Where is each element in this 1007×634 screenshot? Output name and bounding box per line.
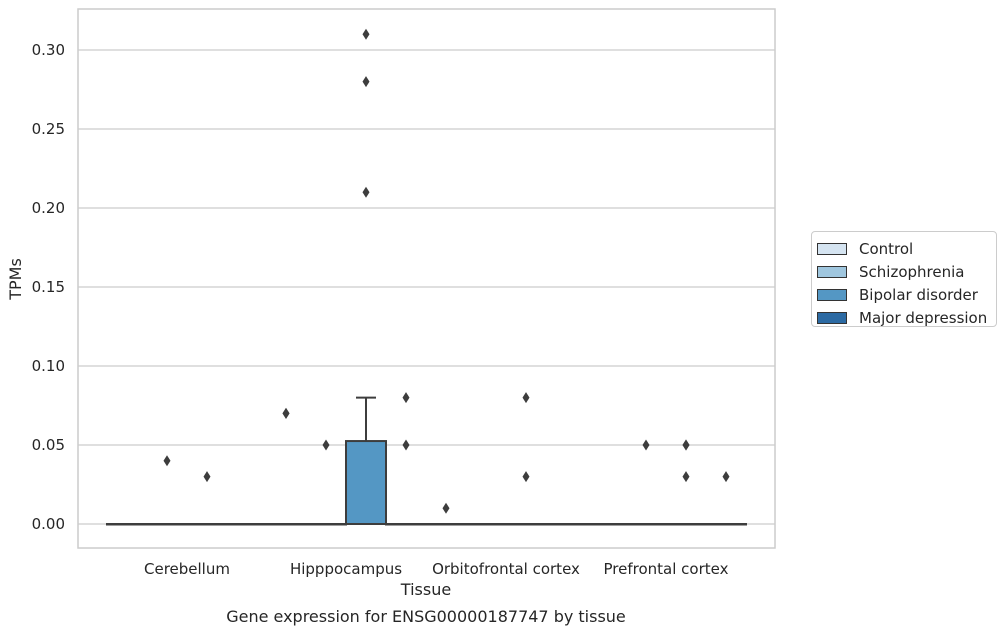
outlier-point: [522, 392, 530, 404]
outlier-points: [163, 28, 730, 514]
box: [186, 523, 228, 526]
y-tick-label: 0.00: [32, 515, 65, 533]
outlier-point: [322, 439, 330, 451]
legend-label: Bipolar disorder: [859, 285, 978, 304]
legend-swatch: [817, 242, 847, 255]
box: [465, 523, 507, 526]
outlier-point: [442, 502, 450, 514]
x-tick-label: Prefrontal cortex: [604, 560, 729, 578]
box: [505, 523, 547, 526]
box: [665, 523, 707, 526]
legend-item: Bipolar disorder: [817, 283, 996, 306]
box: [585, 523, 627, 526]
chart-caption: Gene expression for ENSG00000187747 by t…: [226, 607, 626, 626]
box: [345, 396, 387, 525]
box-body: [345, 440, 387, 525]
x-tick-label: Cerebellum: [144, 560, 230, 578]
legend-label: Major depression: [859, 308, 988, 327]
box: [625, 523, 667, 526]
x-tick-labels: Cerebellum Hipppocampus Orbitofrontal cort…: [144, 560, 729, 578]
y-tick-label: 0.20: [32, 199, 65, 217]
legend-item: Schizophrenia: [817, 260, 996, 283]
box: [226, 523, 268, 526]
box: [265, 523, 307, 526]
outlier-point: [163, 455, 171, 467]
legend-item: Control: [817, 237, 996, 260]
gridlines: [78, 49, 775, 525]
outlier-point: [402, 439, 410, 451]
box: [106, 523, 148, 526]
y-tick-label: 0.05: [32, 436, 65, 454]
x-axis-label: Tissue: [400, 580, 451, 599]
legend-label: Schizophrenia: [859, 262, 965, 281]
outlier-point: [362, 76, 370, 88]
outlier-point: [282, 407, 290, 419]
x-tick-label: Hipppocampus: [290, 560, 402, 578]
x-tick-label: Orbitofrontal cortex: [432, 560, 580, 578]
outlier-point: [682, 439, 690, 451]
outlier-point: [642, 439, 650, 451]
y-tick-label: 0.30: [32, 41, 65, 59]
legend-swatch: [817, 265, 847, 278]
y-axis-label: TPMs: [6, 258, 25, 301]
box: [146, 523, 188, 526]
plot-area-frame: [77, 8, 776, 549]
outlier-point: [362, 28, 370, 40]
outlier-point: [402, 392, 410, 404]
box: [385, 523, 427, 526]
box: [425, 523, 467, 526]
legend-item: Major depression: [817, 306, 996, 329]
y-tick-labels: 0.00 0.05 0.10 0.15 0.20 0.25 0.30: [32, 41, 65, 533]
legend-swatch: [817, 311, 847, 324]
legend-swatch: [817, 288, 847, 301]
box: [705, 523, 747, 526]
outlier-point: [722, 471, 730, 483]
outlier-point: [522, 471, 530, 483]
outlier-point: [682, 471, 690, 483]
box: [305, 523, 347, 526]
box: [545, 523, 587, 526]
boxes: [106, 396, 747, 526]
legend: Control Schizophrenia Bipolar disorder Majo…: [811, 231, 997, 327]
outlier-point: [362, 186, 370, 198]
legend-label: Control: [859, 239, 914, 258]
y-tick-label: 0.25: [32, 120, 65, 138]
outlier-point: [203, 471, 211, 483]
y-tick-label: 0.10: [32, 357, 65, 375]
y-tick-label: 0.15: [32, 278, 65, 296]
